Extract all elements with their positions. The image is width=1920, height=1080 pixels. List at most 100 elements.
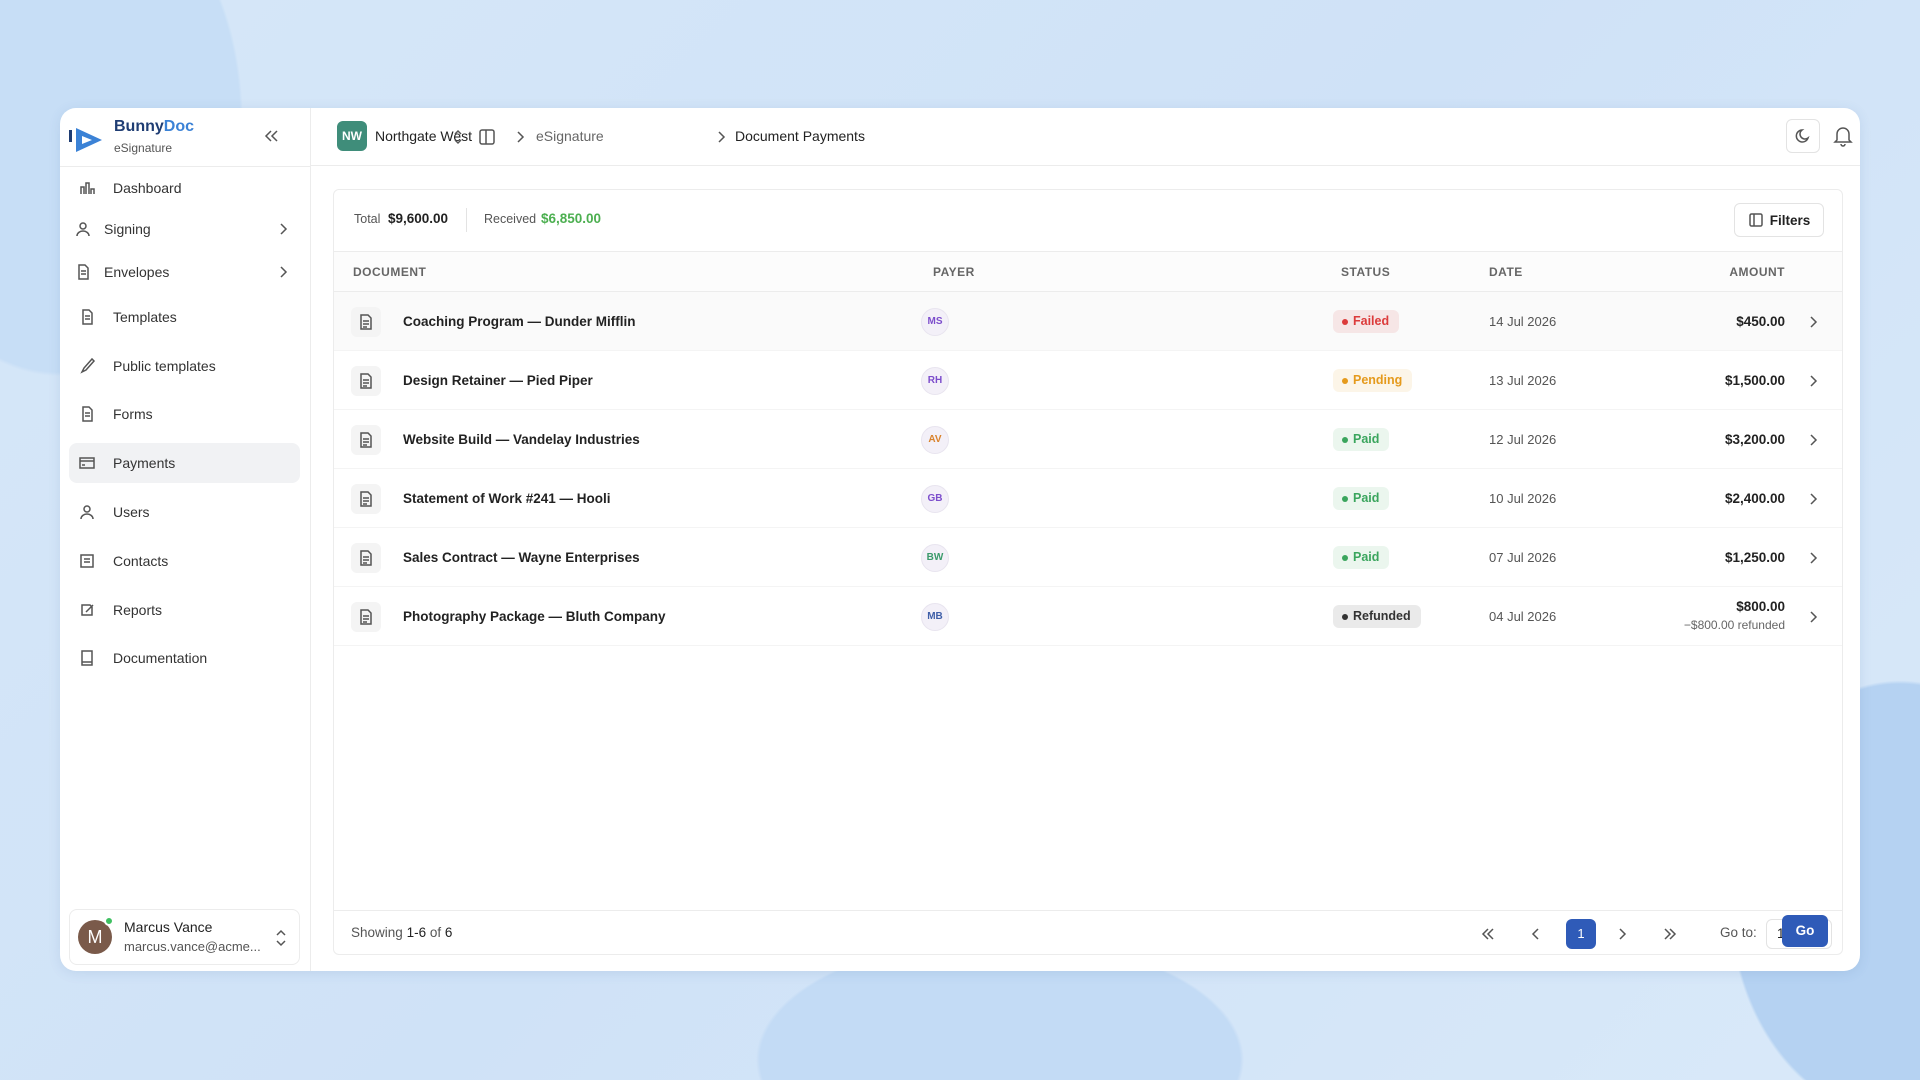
icon-svg — [81, 650, 93, 666]
payment-row[interactable]: Website Build — Vandelay Industries AV Pai… — [334, 410, 1842, 469]
amount: $1,500.00 — [1724, 373, 1785, 388]
brand-end: Doc — [163, 118, 195, 135]
brand-name: BunnyDoc — [114, 118, 194, 136]
icon-svg — [1810, 611, 1818, 623]
nav-label: Envelopes — [104, 264, 170, 280]
document-title: Sales Contract — Wayne Enterprises — [403, 550, 640, 565]
payment-row[interactable]: Design Retainer — Pied Piper RH Pending 13 … — [334, 351, 1842, 410]
breadcrumb-link[interactable]: eSignature — [536, 128, 604, 144]
nav-item[interactable]: Reports — [69, 590, 300, 630]
nav-item[interactable]: Contacts — [69, 541, 300, 581]
notifications[interactable] — [1831, 124, 1855, 148]
payer-avatar: BW — [921, 544, 949, 572]
next-page[interactable] — [1605, 919, 1639, 949]
last-page[interactable] — [1653, 919, 1687, 949]
table-footer: Showing 1-6 of 6 1 Go to: 1 — [334, 910, 1842, 955]
date: 07 Jul 2026 — [1489, 550, 1557, 565]
prev-page[interactable] — [1519, 919, 1553, 949]
showing-total: 6 — [444, 925, 453, 940]
column-header: DOCUMENT — [353, 265, 427, 279]
showing-text: Showing 1-6 of 6 — [351, 925, 452, 940]
icon — [1531, 928, 1539, 940]
separator — [466, 208, 467, 232]
icon-svg — [280, 266, 288, 278]
column-header: STATUS — [1341, 265, 1391, 279]
document-title: Photography Package — Bluth Company — [403, 609, 666, 624]
nav-item[interactable]: Forms — [69, 394, 300, 434]
row-chevron — [1804, 372, 1822, 395]
theme-toggle[interactable] — [1786, 119, 1820, 153]
icon-svg — [76, 222, 90, 237]
status-badge: Paid — [1333, 487, 1390, 510]
amount: $2,400.00 — [1724, 491, 1785, 506]
nav-item[interactable]: Signing — [69, 209, 300, 249]
nav-label: Templates — [113, 309, 177, 325]
nav-label: Signing — [104, 221, 151, 237]
date: 13 Jul 2026 — [1489, 373, 1557, 388]
refund-note: −$800.00 refunded — [1683, 618, 1785, 632]
icon-svg — [360, 609, 372, 625]
icon — [1664, 928, 1677, 940]
icon-svg — [79, 457, 95, 469]
payment-row[interactable]: Sales Contract — Wayne Enterprises BW Paid… — [334, 528, 1842, 587]
expand-icon — [276, 929, 286, 947]
icon-svg — [81, 604, 94, 616]
first-page[interactable] — [1471, 919, 1505, 949]
sidebar: BunnyDoc eSignature Dashboard Signing Enve… — [60, 108, 311, 971]
current-page[interactable]: 1 — [1566, 919, 1596, 949]
column-header: DATE — [1489, 265, 1523, 279]
status-dot — [1342, 496, 1348, 502]
switch-icon — [454, 129, 462, 145]
payments-panel: Total $9,600.00 Received $6,850.00 Filte… — [333, 189, 1843, 955]
nav-item[interactable]: Public templates — [69, 346, 300, 386]
chevron — [517, 131, 525, 143]
payer-avatar: RH — [921, 367, 949, 395]
payment-row[interactable]: Coaching Program — Dunder Mifflin MS Faile… — [334, 292, 1842, 351]
date: 12 Jul 2026 — [1489, 432, 1557, 447]
go-button[interactable]: Go — [1782, 915, 1828, 947]
user-email: marcus.vance@acme... — [124, 939, 261, 954]
nav-item[interactable]: Users — [69, 492, 300, 532]
total-label: Total — [354, 212, 381, 226]
online-dot — [104, 916, 114, 926]
filters-button[interactable]: Filters — [1734, 203, 1824, 237]
brand-product: eSignature — [114, 141, 173, 155]
row-chevron — [1804, 549, 1822, 572]
status-badge: Pending — [1333, 369, 1413, 392]
row-chevron — [1804, 608, 1822, 631]
total-value: $9,600.00 — [388, 211, 449, 226]
nav-icon — [74, 220, 100, 238]
nav-item[interactable]: Payments — [69, 443, 300, 483]
goto-label: Go to: — [1720, 925, 1757, 940]
document-title: Statement of Work #241 — Hooli — [403, 491, 611, 506]
app-window: BunnyDoc eSignature Dashboard Signing Enve… — [60, 108, 1860, 971]
nav-icon — [78, 454, 104, 472]
breadcrumb-current: Document Payments — [735, 128, 865, 144]
workspace-switcher[interactable]: Northgate West — [375, 128, 473, 144]
icon — [1481, 928, 1494, 940]
nav-item[interactable]: Templates — [69, 297, 300, 337]
nav-item[interactable]: Envelopes — [69, 252, 300, 292]
nav-item[interactable]: Dashboard — [69, 168, 300, 208]
nav-label: Payments — [113, 455, 176, 471]
collapse-sidebar[interactable] — [261, 126, 281, 146]
payment-row[interactable]: Statement of Work #241 — Hooli GB Paid 10 J… — [334, 469, 1842, 528]
date: 14 Jul 2026 — [1489, 314, 1557, 329]
nav-icon — [78, 503, 104, 521]
nav-item[interactable]: Documentation — [69, 638, 300, 678]
top-bar: NW Northgate West eSignature Document Pa… — [311, 108, 1860, 166]
nav-icon — [78, 405, 104, 423]
nav-label: Documentation — [113, 650, 208, 666]
amount: $1,250.00 — [1724, 550, 1785, 565]
status-badge: Failed — [1333, 310, 1400, 333]
nav-label: Public templates — [113, 358, 216, 374]
payment-row[interactable]: Photography Package — Bluth Company MB Ref… — [334, 587, 1842, 646]
icon-svg — [360, 491, 372, 507]
icon-svg — [360, 314, 372, 330]
status-dot — [1342, 319, 1348, 325]
document-icon — [351, 366, 381, 396]
user-menu[interactable]: M Marcus Vance marcus.vance@acme... — [69, 909, 300, 965]
toggle-panel[interactable] — [477, 127, 497, 147]
row-chevron — [1804, 313, 1822, 336]
